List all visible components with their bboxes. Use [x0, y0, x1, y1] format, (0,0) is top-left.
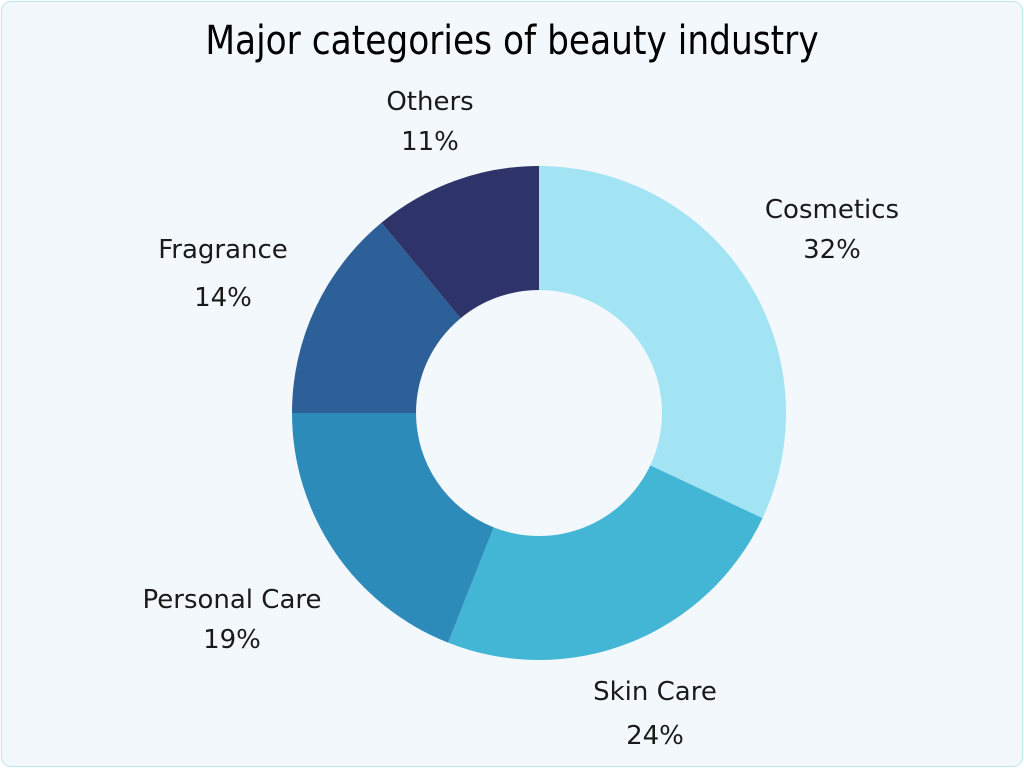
- slice-skin-care: [448, 465, 763, 660]
- label-personal-care: Personal Care 19%: [112, 580, 352, 660]
- label-fragrance-pct: 14%: [194, 283, 252, 313]
- label-cosmetics-name: Cosmetics: [764, 195, 900, 225]
- label-cosmetics-pct: 32%: [803, 235, 861, 265]
- label-personal-care-name: Personal Care: [142, 585, 322, 615]
- slice-fragrance: [292, 222, 461, 413]
- slice-cosmetics: [539, 166, 786, 519]
- chart-title: Major categories of beauty industry: [205, 18, 819, 64]
- label-personal-care-pct: 19%: [203, 625, 261, 655]
- label-others-name: Others: [386, 87, 474, 117]
- label-skin-care-name: Skin Care: [593, 677, 717, 707]
- label-others-pct: 11%: [401, 127, 459, 157]
- label-fragrance: Fragrance 14%: [138, 226, 308, 322]
- label-others: Others 11%: [350, 82, 510, 162]
- label-skin-care-pct: 24%: [626, 721, 684, 751]
- label-cosmetics: Cosmetics 32%: [742, 190, 922, 270]
- slice-personal-care: [292, 413, 494, 643]
- label-skin-care: Skin Care 24%: [570, 670, 740, 758]
- slice-others: [381, 166, 539, 319]
- label-fragrance-name: Fragrance: [158, 235, 288, 265]
